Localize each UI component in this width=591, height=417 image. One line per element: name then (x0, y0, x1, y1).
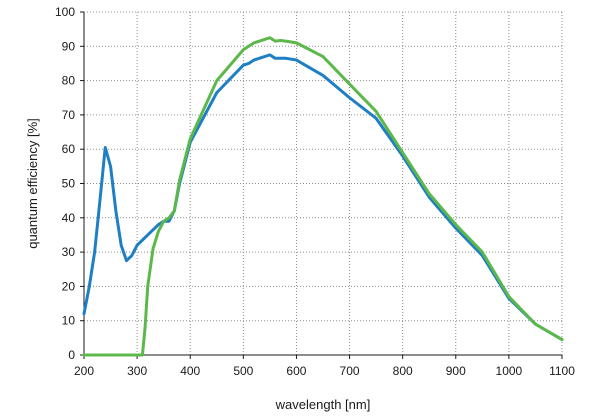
x-tick-label: 200 (74, 364, 94, 378)
x-tick-label: 700 (340, 364, 360, 378)
axis-ticks: 200 300 400 500 600 700 800 900 1000 1100 0 10 20 30 4… (55, 5, 575, 378)
y-tick-label: 90 (62, 39, 76, 53)
x-tick-label: 400 (180, 364, 200, 378)
y-tick-label: 100 (55, 5, 75, 19)
x-axis-label: wavelength [nm] (275, 397, 371, 412)
series-lines (82, 36, 564, 357)
y-tick-label: 30 (62, 245, 76, 259)
y-axis-label: quantum efficiency [%] (25, 118, 40, 249)
x-tick-label: 1100 (549, 364, 575, 378)
y-tick-label: 40 (62, 211, 76, 225)
plot-frame (83, 11, 563, 356)
x-tick-label: 600 (286, 364, 306, 378)
y-tick-label: 70 (62, 108, 76, 122)
x-tick-label: 900 (446, 364, 466, 378)
grid (84, 12, 562, 355)
x-tick-label: 800 (393, 364, 413, 378)
x-tick-label: 500 (233, 364, 253, 378)
x-tick-label: 300 (127, 364, 147, 378)
y-tick-label: 50 (62, 177, 76, 191)
y-tick-label: 10 (62, 314, 76, 328)
y-tick-label: 60 (62, 142, 76, 156)
y-tick-label: 0 (68, 348, 75, 362)
series-line-2 (82, 36, 564, 357)
y-tick-label: 80 (62, 74, 76, 88)
series-line-1 (82, 53, 564, 342)
x-tick-label: 1000 (496, 364, 523, 378)
y-tick-label: 20 (62, 279, 76, 293)
